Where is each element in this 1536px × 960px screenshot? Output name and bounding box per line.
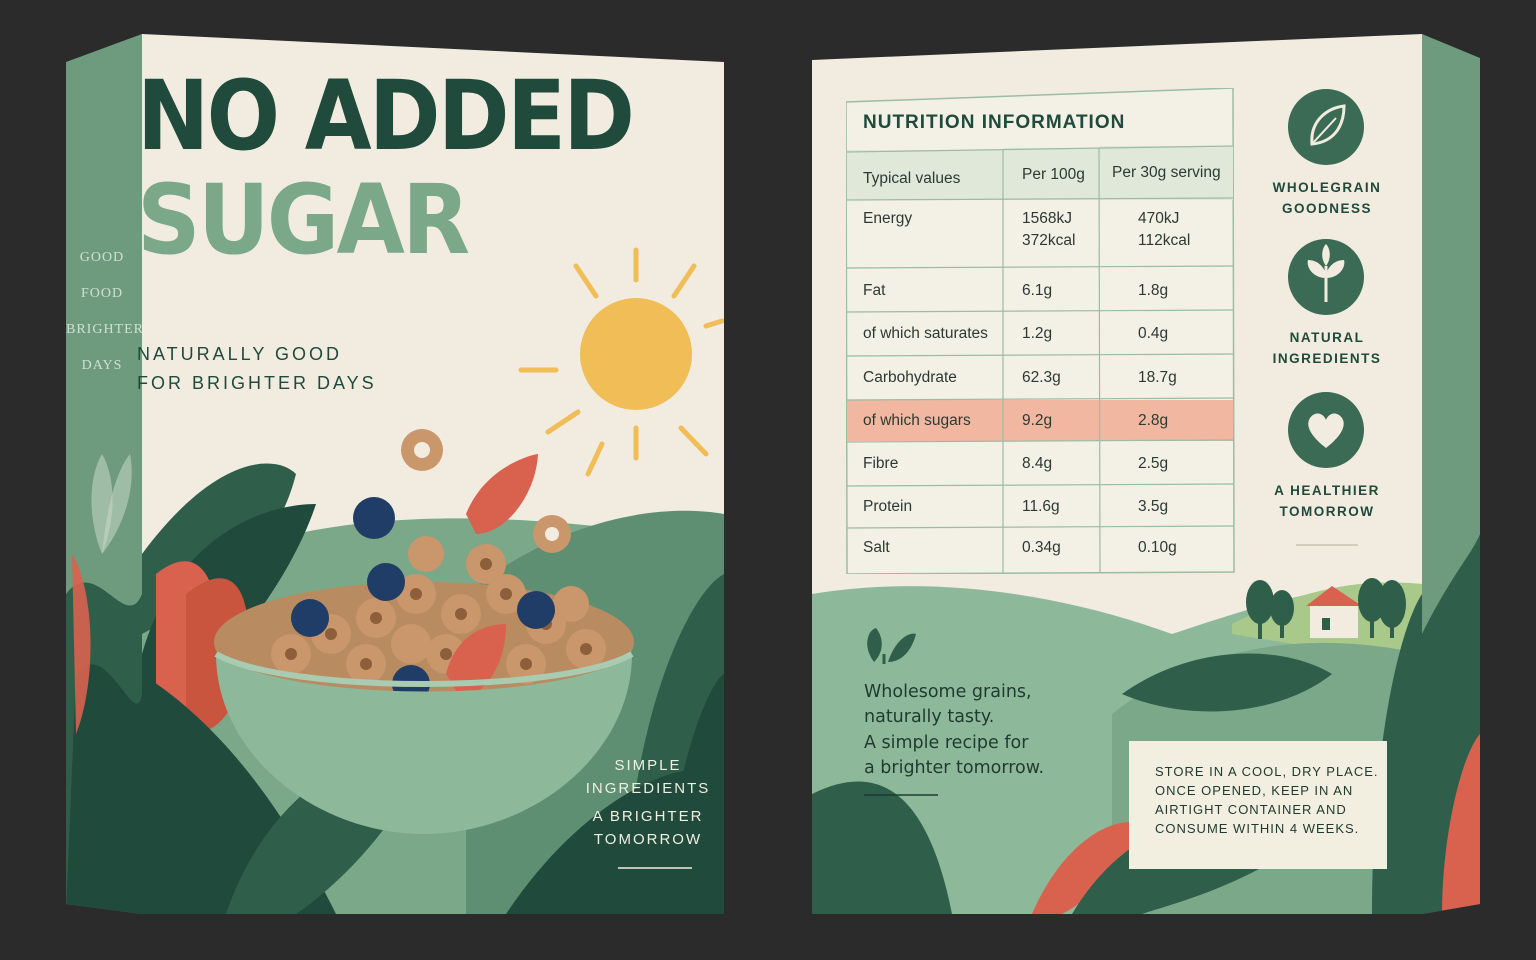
nutrition-title: NUTRITION INFORMATION [863,112,1126,133]
badge-line: INGREDIENTS [1272,350,1382,366]
badge-label-natural: NATURAL INGREDIENTS [1247,328,1407,370]
spine-word: FOOD [80,286,124,301]
nutrition-cell-label: Fat [863,282,886,299]
heart-icon [1288,392,1364,468]
copy-line: Wholesome grains, [864,682,1032,702]
nutrition-cell-label: of which sugars [863,412,971,429]
storage-line: CONSUME WITHIN 4 WEEKS. [1155,820,1360,836]
tagline-line-2: FOR BRIGHTER DAYS [137,373,377,393]
nutrition-cell-label: of which saturates [863,325,988,342]
front-footer-line: INGREDIENTS [585,780,711,797]
spine-word: DAYS [81,358,123,373]
nutrition-header: Per 30g serving [1112,164,1221,181]
cereal-bowl [214,536,634,834]
strawberry [466,454,538,534]
headline-line-1: NO ADDED [137,60,635,172]
nutrition-cell-label: Energy [863,210,913,227]
nutrition-cell-per100: 1568kJ 372kcal [1022,210,1076,250]
badge-line: NATURAL [1289,330,1365,345]
nutrition-cell-per100: 9.2g [1022,412,1053,429]
badge-line: A HEALTHIER [1274,483,1380,498]
storage-line: ONCE OPENED, KEEP IN AN [1155,782,1354,798]
back-cereal-box [812,34,1480,914]
badge-label-healthier: A HEALTHIER TOMORROW [1247,481,1407,523]
farmhouse-illustration [1246,578,1406,639]
blueberry [353,497,395,539]
nutrition-cell-per30: 18.7g [1138,369,1177,386]
nutrition-cell-per30: 0.4g [1138,325,1169,342]
nutrition-cell-per100: 6.1g [1022,282,1053,299]
back-copy-text: Wholesome grains, naturally tasty. A sim… [864,680,1044,782]
badge-label-wholegrain: WHOLEGRAIN GOODNESS [1247,178,1407,220]
copy-line: a brighter tomorrow. [864,758,1045,779]
nutrition-cell-label: Carbohydrate [863,369,957,386]
nutrition-cell-per30: 2.5g [1138,455,1169,472]
nutrition-cell-per30: 3.5g [1138,498,1169,515]
front-box-artwork [66,34,724,914]
nutrition-cell-label: Fibre [863,455,899,472]
storage-line: STORE IN A COOL, DRY PLACE. [1155,764,1379,779]
nutrition-cell-per100: 1.2g [1022,325,1053,342]
nutrition-cell-per30: 1.8g [1138,282,1169,299]
sprout-icon [1288,239,1364,315]
copy-line: A simple recipe for [864,732,1029,753]
tagline-line-1: NATURALLY GOOD [137,344,343,364]
nutrition-cell-per100: 8.4g [1022,455,1053,472]
nutrition-cell-label: Salt [863,539,890,556]
storage-instructions: STORE IN A COOL, DRY PLACE. ONCE OPENED,… [1129,741,1387,869]
nutrition-cell-per30: 2.8g [1138,412,1169,429]
leaf-icon [1288,89,1364,165]
storage-line: AIRTIGHT CONTAINER AND [1155,801,1347,817]
nutrition-cell-per100: 0.34g [1022,539,1061,556]
badge-line: TOMORROW [1279,503,1375,519]
nutrition-cell-per100: 11.6g [1022,498,1060,515]
copy-line: naturally tasty. [864,707,995,728]
nutrition-table-grid [846,88,1235,574]
badge-line: WHOLEGRAIN [1272,180,1382,195]
nutrition-cell-per100: 62.3g [1022,369,1061,386]
flying-cereal [401,429,571,553]
badge-line: GOODNESS [1281,200,1372,216]
back-box-artwork [812,34,1480,914]
spine-word: GOOD [79,250,125,265]
nutrition-cell-label: Protein [863,498,913,515]
front-footer-line: TOMORROW [593,831,703,848]
spine-word: BRIGHTER [66,322,144,337]
sun-illustration [518,247,724,477]
nutrition-cell-per30: 470kJ 112kcal [1138,210,1191,250]
nutrition-cell-per30: 0.10g [1138,539,1177,556]
front-footer-line: A BRIGHTER [592,808,704,825]
nutrition-header: Typical values [863,170,961,187]
front-footer-line: SIMPLE [614,757,682,774]
front-cereal-box [66,34,724,914]
nutrition-header: Per 100g [1022,166,1085,183]
headline-line-2: SUGAR [137,164,470,276]
sugar-row-highlight [847,400,1233,441]
